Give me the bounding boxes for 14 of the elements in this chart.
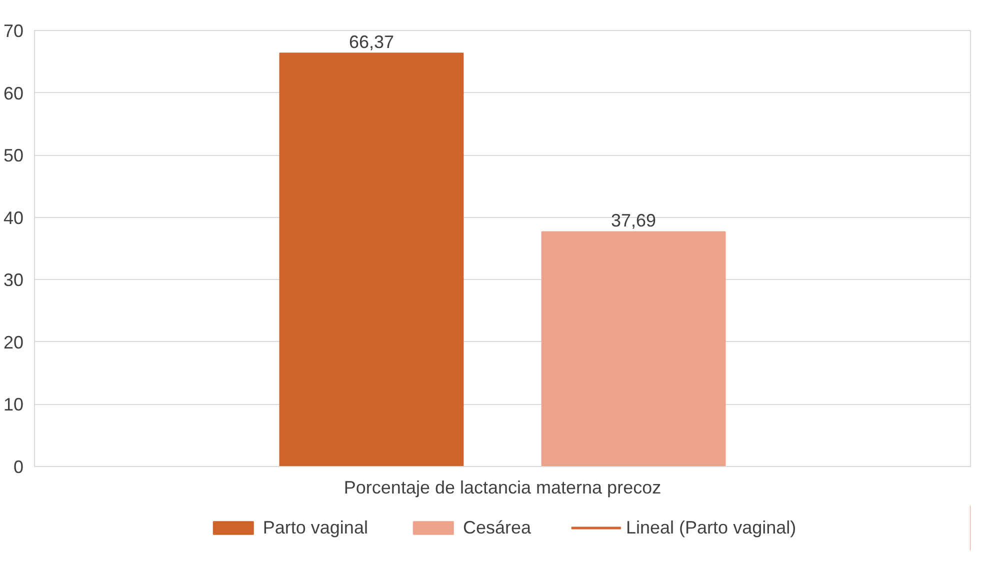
y-tick-label: 20 [3,332,24,352]
legend-label: Lineal (Parto vaginal) [626,517,796,538]
legend-label: Parto vaginal [262,517,368,538]
y-tick-label: 70 [3,21,24,41]
y-tick-label: 10 [3,394,24,415]
y-tick-label: 0 [13,457,24,477]
y-tick-label: 40 [3,208,24,228]
data-label: 66,37 [348,32,394,52]
x-tick-label: Porcentaje de lactancia materna precoz [344,478,662,498]
y-tick-label: 30 [3,270,24,290]
data-label: 37,69 [611,210,656,231]
y-tick-label: 50 [3,146,24,166]
legend-label: Cesárea [462,517,532,538]
y-tick-label: 60 [3,83,24,104]
